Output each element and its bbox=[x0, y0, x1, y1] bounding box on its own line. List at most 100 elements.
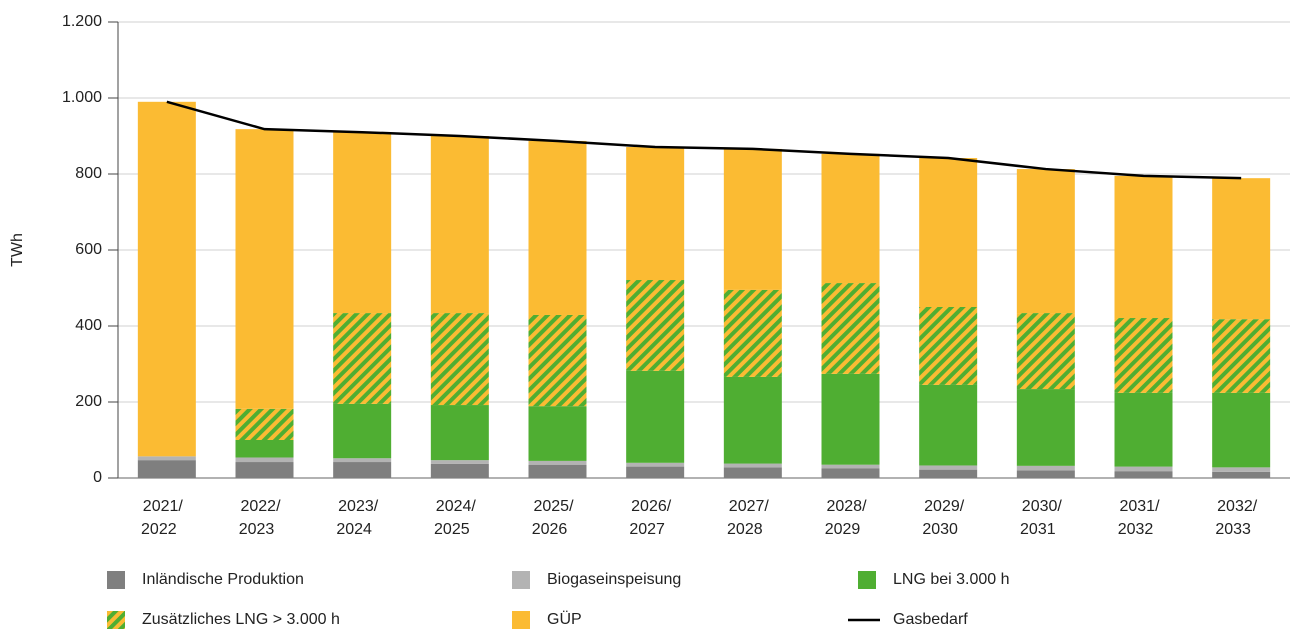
y-axis-label: TWh bbox=[9, 233, 26, 267]
x-tick-label: 2031 bbox=[1020, 521, 1056, 538]
x-tick-label: 2025 bbox=[434, 521, 470, 538]
bar-segment bbox=[919, 469, 978, 478]
y-tick-label: 200 bbox=[75, 393, 102, 410]
bar-segment bbox=[1016, 470, 1075, 478]
bar-segment bbox=[626, 466, 685, 478]
x-tick-label: 2027 bbox=[629, 521, 665, 538]
legend-swatch bbox=[858, 571, 876, 589]
bar-segment bbox=[1114, 392, 1173, 467]
x-tick-label: 2024/ bbox=[436, 498, 477, 515]
bar-segment bbox=[1114, 175, 1173, 319]
bar-segment bbox=[430, 136, 489, 314]
y-tick-label: 1.200 bbox=[62, 13, 102, 30]
x-tick-label: 2023/ bbox=[338, 498, 379, 515]
y-tick-label: 400 bbox=[75, 317, 102, 334]
x-tick-label: 2030 bbox=[922, 521, 958, 538]
bar-segment bbox=[1016, 389, 1075, 466]
bar-segment bbox=[626, 462, 685, 467]
bar-segment bbox=[723, 467, 782, 478]
x-tick-label: 2026/ bbox=[631, 498, 672, 515]
bar-segment bbox=[1016, 465, 1075, 471]
y-tick-label: 1.000 bbox=[62, 89, 102, 106]
bar-segment bbox=[1212, 467, 1271, 472]
x-tick-label: 2028 bbox=[727, 521, 763, 538]
x-tick-label: 2030/ bbox=[1022, 498, 1063, 515]
legend-label: Biogaseinspeisung bbox=[547, 571, 681, 588]
y-tick-label: 600 bbox=[75, 241, 102, 258]
x-tick-label: 2032 bbox=[1118, 521, 1154, 538]
bar-segment bbox=[333, 458, 392, 463]
bar-segment bbox=[430, 463, 489, 478]
bar-segment bbox=[235, 462, 294, 478]
bar-segment bbox=[137, 101, 196, 457]
bar-segment bbox=[528, 460, 587, 465]
bar-segment bbox=[1114, 471, 1173, 478]
bar-segment bbox=[626, 147, 685, 281]
bar-segment bbox=[1212, 319, 1271, 393]
bar-segment bbox=[137, 456, 196, 461]
bar-segment bbox=[821, 468, 880, 478]
bar-segment bbox=[1212, 178, 1271, 320]
bar-segment bbox=[235, 408, 294, 440]
bar-segment bbox=[333, 132, 392, 314]
bar-segment bbox=[626, 280, 685, 371]
x-tick-label: 2032/ bbox=[1217, 498, 1258, 515]
bar-segment bbox=[626, 370, 685, 463]
x-tick-label: 2025/ bbox=[533, 498, 574, 515]
x-tick-label: 2031/ bbox=[1119, 498, 1160, 515]
bar-segment bbox=[235, 440, 294, 458]
y-tick-label: 0 bbox=[93, 469, 102, 486]
bar-segment bbox=[1114, 318, 1173, 393]
bar-segment bbox=[528, 140, 587, 315]
bar-segment bbox=[430, 405, 489, 461]
x-tick-label: 2024 bbox=[336, 521, 372, 538]
bar-segment bbox=[723, 289, 782, 377]
x-tick-label: 2023 bbox=[239, 521, 275, 538]
bar-segment bbox=[235, 129, 294, 409]
y-tick-label: 800 bbox=[75, 165, 102, 182]
x-tick-label: 2028/ bbox=[826, 498, 867, 515]
bar-segment bbox=[723, 148, 782, 290]
x-tick-label: 2029 bbox=[825, 521, 861, 538]
bar-segment bbox=[137, 460, 196, 478]
legend-label: Zusätzliches LNG > 3.000 h bbox=[142, 611, 340, 628]
bar-segment bbox=[723, 376, 782, 464]
bar-segment bbox=[528, 464, 587, 478]
bar-segment bbox=[430, 313, 489, 406]
bar-segment bbox=[1212, 471, 1271, 478]
x-tick-label: 2027/ bbox=[729, 498, 770, 515]
bar-segment bbox=[723, 463, 782, 468]
bar-segment bbox=[333, 462, 392, 478]
bar-segment bbox=[528, 314, 587, 407]
bar-segment bbox=[1114, 466, 1173, 472]
x-tick-label: 2029/ bbox=[924, 498, 965, 515]
legend-swatch bbox=[512, 571, 530, 589]
x-tick-label: 2026 bbox=[532, 521, 568, 538]
bar-segment bbox=[1212, 392, 1271, 468]
legend-swatch bbox=[107, 611, 125, 629]
bar-segment bbox=[821, 153, 880, 284]
bar-segment bbox=[919, 384, 978, 466]
x-tick-label: 2033 bbox=[1215, 521, 1251, 538]
bar-segment bbox=[430, 460, 489, 464]
legend-label: Inländische Produktion bbox=[142, 571, 304, 588]
bar-segment bbox=[821, 464, 880, 469]
x-tick-label: 2022/ bbox=[240, 498, 281, 515]
bar-segment bbox=[333, 403, 392, 459]
bar-segment bbox=[1016, 169, 1075, 314]
x-tick-label: 2021/ bbox=[143, 498, 184, 515]
bar-segment bbox=[919, 158, 978, 307]
bar-segment bbox=[235, 457, 294, 463]
bar-segment bbox=[333, 313, 392, 404]
bar-segment bbox=[528, 406, 587, 461]
legend-label: LNG bei 3.000 h bbox=[893, 571, 1010, 588]
bar-segment bbox=[821, 283, 880, 374]
demand-line bbox=[166, 100, 1242, 180]
legend-label: Gasbedarf bbox=[893, 611, 968, 628]
legend-swatch bbox=[512, 611, 530, 629]
bar-segment bbox=[919, 307, 978, 385]
bar-segment bbox=[821, 373, 880, 465]
bar-segment bbox=[919, 465, 978, 470]
legend-swatch bbox=[107, 571, 125, 589]
